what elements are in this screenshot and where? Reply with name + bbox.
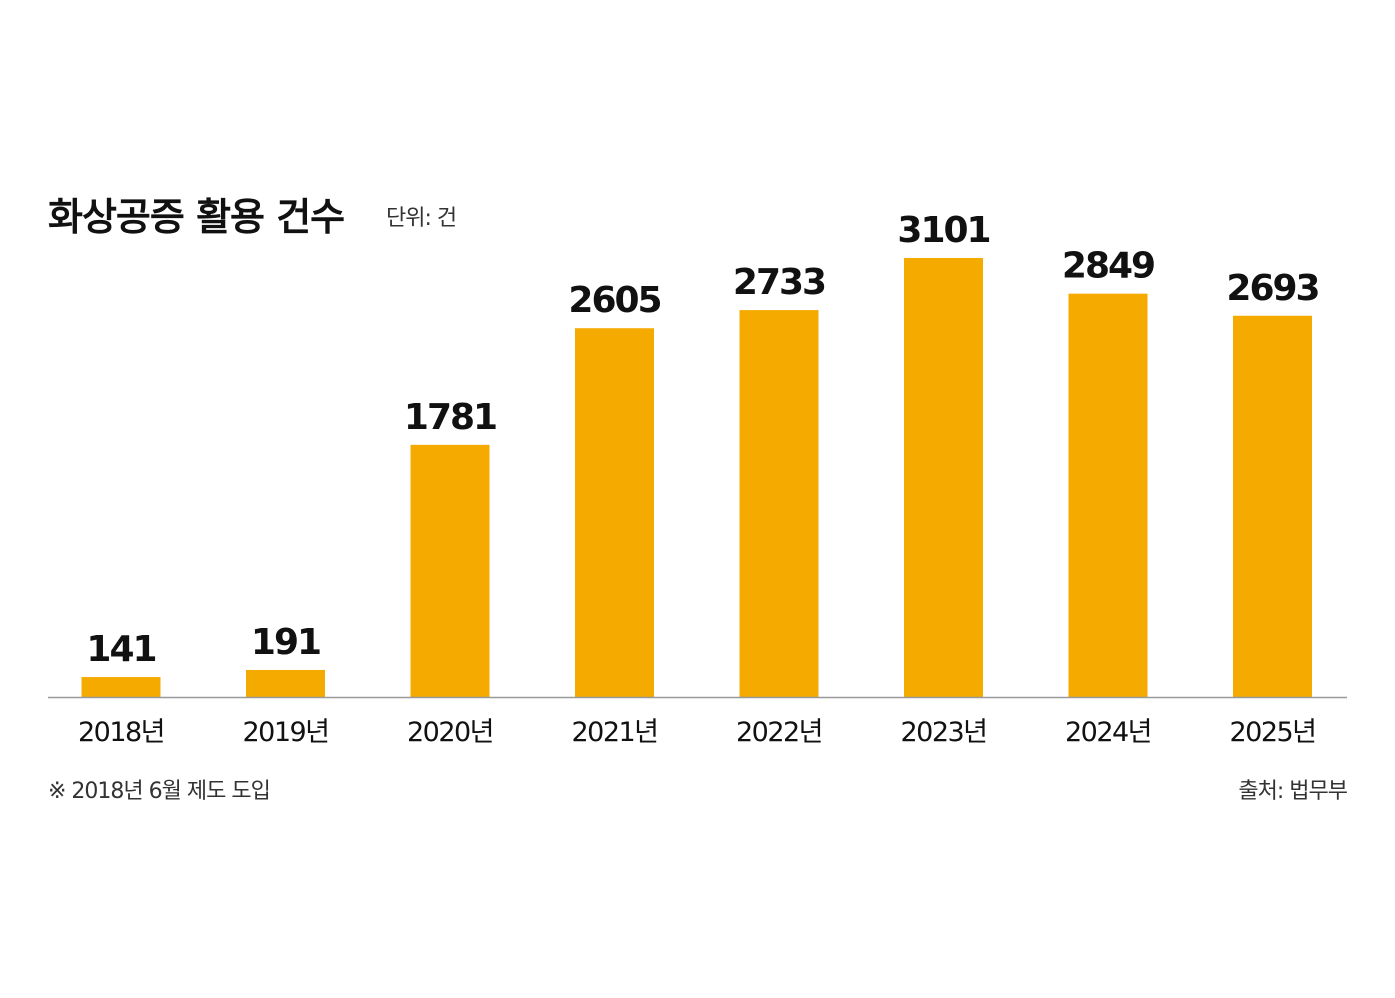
chart-source: 출처: 법무부 (1238, 779, 1348, 804)
data-label: 2733 (733, 262, 825, 303)
x-tick-label: 2020년 (407, 717, 493, 748)
x-tick-label: 2021년 (571, 717, 657, 748)
bar-2024년 (1068, 293, 1148, 697)
chart-note: ※ 2018년 6월 제도 도입 (48, 779, 271, 804)
x-tick-label: 2023년 (900, 717, 986, 748)
bar-2021년 (575, 328, 654, 697)
data-label: 191 (251, 622, 320, 663)
data-label: 1781 (404, 397, 496, 438)
x-tick-label: 2018년 (78, 717, 164, 748)
bar-2018년 (81, 677, 161, 697)
data-label: 2693 (1226, 268, 1318, 309)
x-tick-label: 2019년 (242, 717, 328, 748)
bar-2023년 (904, 258, 983, 697)
x-tick-label: 2024년 (1065, 717, 1151, 748)
bar-2020년 (410, 444, 490, 697)
chart-unit-label: 단위: 건 (386, 206, 457, 231)
data-label: 2849 (1062, 246, 1154, 287)
bar-2022년 (739, 310, 819, 697)
data-label: 3101 (897, 210, 989, 251)
x-tick-label: 2025년 (1229, 717, 1315, 748)
bar-2019년 (246, 669, 325, 697)
bar-2025년 (1233, 315, 1312, 697)
chart-title: 화상공증 활용 건수 (48, 195, 345, 239)
data-label: 2605 (568, 280, 660, 321)
data-label: 141 (86, 629, 155, 670)
x-tick-label: 2022년 (736, 717, 822, 748)
